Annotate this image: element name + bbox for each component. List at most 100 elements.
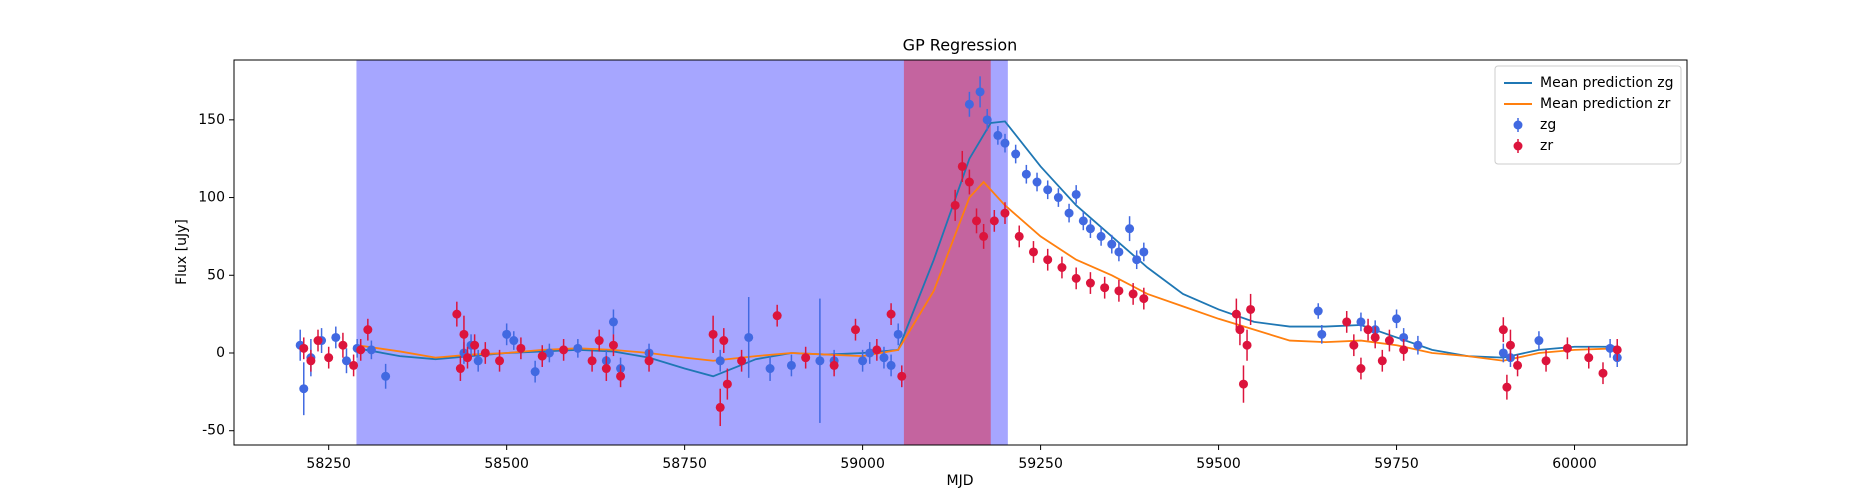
data-point xyxy=(1246,304,1256,314)
data-point xyxy=(1505,340,1515,350)
data-point xyxy=(608,340,618,350)
data-point xyxy=(1096,231,1106,241)
data-point xyxy=(1317,329,1327,339)
data-point xyxy=(1363,325,1373,335)
data-point xyxy=(1043,185,1053,195)
x-tick-label: 58500 xyxy=(484,456,529,472)
data-point xyxy=(1021,169,1031,179)
data-point xyxy=(1349,340,1359,350)
data-point xyxy=(975,87,985,97)
legend-label: Mean prediction zg xyxy=(1540,75,1674,91)
data-point xyxy=(1392,314,1402,324)
x-tick-label: 59750 xyxy=(1374,456,1419,472)
legend-label: Mean prediction zr xyxy=(1540,96,1671,112)
data-point xyxy=(1605,343,1615,353)
data-point xyxy=(331,332,341,342)
data-point xyxy=(1053,193,1063,203)
data-point xyxy=(495,356,505,366)
data-point xyxy=(366,345,376,355)
y-tick-label: -50 xyxy=(202,423,225,439)
data-point xyxy=(744,332,754,342)
data-point xyxy=(879,353,889,363)
data-point xyxy=(897,371,907,381)
plot-area xyxy=(295,76,1622,427)
data-point xyxy=(356,345,366,355)
legend-box xyxy=(1494,65,1682,165)
data-point xyxy=(1064,208,1074,218)
data-point xyxy=(470,340,480,350)
data-point xyxy=(1541,356,1551,366)
data-point xyxy=(363,325,373,335)
data-point xyxy=(573,343,583,353)
data-point xyxy=(616,371,626,381)
data-point xyxy=(601,364,611,374)
data-point xyxy=(1498,325,1508,335)
data-point xyxy=(715,356,725,366)
data-point xyxy=(459,329,469,339)
data-point xyxy=(644,356,654,366)
data-point xyxy=(886,309,896,319)
data-point xyxy=(964,99,974,109)
data-point xyxy=(594,336,604,346)
data-point xyxy=(1313,306,1323,316)
data-point xyxy=(950,200,960,210)
data-point xyxy=(1028,247,1038,257)
data-point xyxy=(299,384,309,394)
data-point xyxy=(708,329,718,339)
data-point xyxy=(1584,353,1594,363)
legend-label: zr xyxy=(1540,138,1553,154)
y-tick-label: 0 xyxy=(216,345,225,361)
axes: 58250 58500 58750 59000 59250 59500 59750 60000… xyxy=(198,112,1597,472)
data-point xyxy=(1231,309,1241,319)
data-point xyxy=(473,356,483,366)
data-point xyxy=(1032,177,1042,187)
data-point xyxy=(608,317,618,327)
data-point xyxy=(1413,340,1423,350)
y-axis-label: Flux [uJy] xyxy=(174,219,190,285)
data-point xyxy=(979,231,989,241)
x-tick-label: 60000 xyxy=(1552,456,1597,472)
data-point xyxy=(537,351,547,361)
data-point xyxy=(872,345,882,355)
data-point xyxy=(989,216,999,226)
data-point xyxy=(1132,255,1142,265)
data-point xyxy=(299,343,309,353)
data-point xyxy=(964,177,974,187)
data-point xyxy=(587,356,597,366)
data-point xyxy=(1498,348,1508,358)
data-point xyxy=(544,348,554,358)
data-point xyxy=(1384,336,1394,346)
data-point xyxy=(865,348,875,358)
data-point xyxy=(1011,149,1021,159)
y-tick-label: 100 xyxy=(198,190,225,206)
data-point xyxy=(1612,345,1622,355)
data-point xyxy=(1399,332,1409,342)
data-point xyxy=(1100,283,1110,293)
legend-swatch xyxy=(1513,120,1523,130)
data-point xyxy=(1370,332,1380,342)
data-point xyxy=(480,348,490,358)
shaded-span xyxy=(903,60,991,445)
data-point xyxy=(324,353,334,363)
x-axis-label: MJD xyxy=(947,473,974,489)
data-point xyxy=(1043,255,1053,265)
data-point xyxy=(993,130,1003,140)
data-point xyxy=(559,345,569,355)
data-point xyxy=(349,360,359,370)
data-point xyxy=(957,161,967,171)
y-tick-label: 150 xyxy=(198,112,225,128)
data-point xyxy=(306,356,316,366)
shaded-span xyxy=(356,60,1008,445)
legend-label: zg xyxy=(1540,117,1556,133)
data-point xyxy=(516,343,526,353)
data-point xyxy=(858,356,868,366)
data-point xyxy=(1078,216,1088,226)
data-point xyxy=(1114,286,1124,296)
x-tick-label: 59500 xyxy=(1196,456,1241,472)
data-point xyxy=(1242,340,1252,350)
data-point xyxy=(886,360,896,370)
data-point xyxy=(1534,336,1544,346)
y-tick-label: 50 xyxy=(207,267,225,283)
legend: Mean prediction zg Mean prediction zr zg zr xyxy=(1494,65,1682,165)
data-point xyxy=(765,364,775,374)
